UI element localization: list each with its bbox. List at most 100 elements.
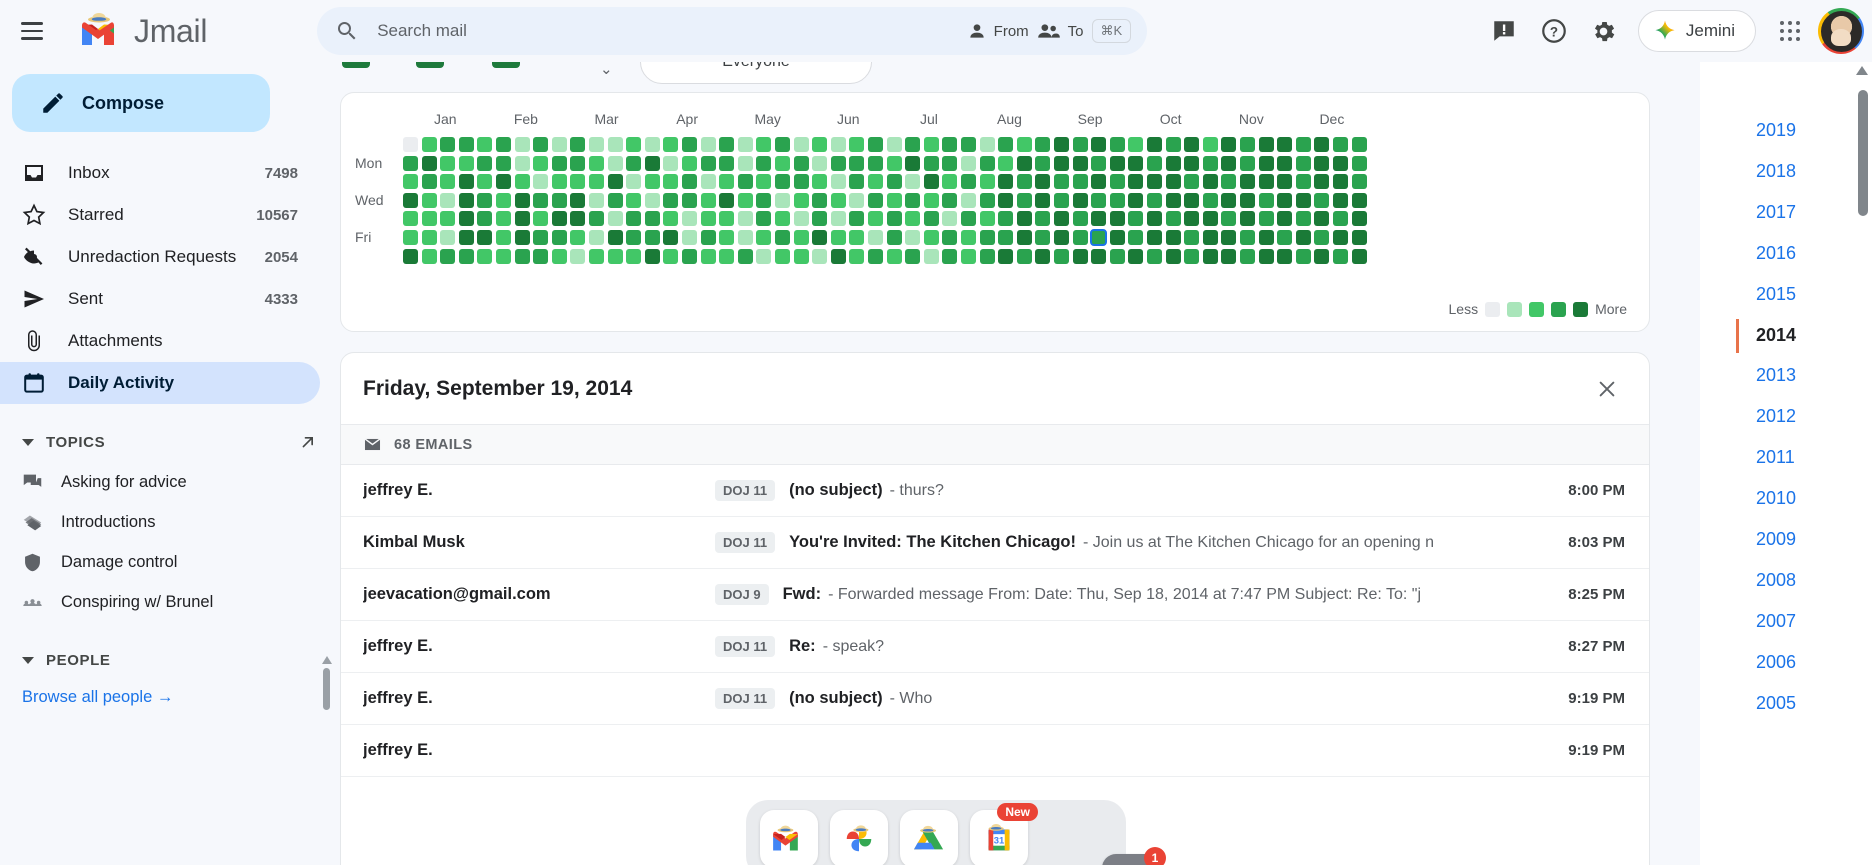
heatmap-cell[interactable] [1277,192,1293,208]
heatmap-cell[interactable] [663,248,679,264]
sidebar-item-unredaction-requests[interactable]: Unredaction Requests 2054 [0,236,320,278]
heatmap-cell[interactable] [663,155,679,171]
heatmap-cell[interactable] [775,137,790,152]
year-item-2014[interactable]: 2014 [1756,324,1797,345]
heatmap-cell[interactable] [1054,137,1069,152]
heatmap-cell[interactable] [700,137,716,152]
heatmap-cell[interactable] [923,248,939,264]
heatmap-cell[interactable] [1314,155,1330,171]
heatmap-cell[interactable] [663,211,679,227]
heatmap-cell[interactable] [756,230,772,245]
heatmap-cell[interactable] [440,211,456,227]
heatmap-cell[interactable] [737,137,753,152]
heatmap-cell[interactable] [998,248,1014,264]
heatmap-cell[interactable] [1295,192,1311,208]
heatmap-cell[interactable] [979,155,995,171]
heatmap-cell[interactable] [626,137,642,152]
heatmap-cell[interactable] [812,211,828,227]
heatmap-cell[interactable] [607,155,623,171]
heatmap-cell[interactable] [737,230,753,245]
heatmap-cell[interactable] [421,248,437,264]
heatmap-cell[interactable] [1165,155,1181,171]
heatmap-cell[interactable] [1277,155,1293,171]
heatmap-cell[interactable] [849,137,865,152]
heatmap-cell[interactable] [1351,211,1367,227]
heatmap-cell[interactable] [626,174,642,190]
year-item-2018[interactable]: 2018 [1756,160,1797,181]
heatmap-cell[interactable] [756,155,772,171]
heatmap-cell[interactable] [830,155,846,171]
heatmap-cell[interactable] [570,211,586,227]
heatmap-cell[interactable] [1147,192,1162,208]
heatmap-cell[interactable] [1184,192,1200,208]
heatmap-cell[interactable] [849,211,865,227]
heatmap-cell[interactable] [1202,192,1218,208]
heatmap-cell[interactable] [458,137,474,152]
heatmap-cell[interactable] [1109,137,1125,152]
heatmap-cell[interactable] [942,211,958,227]
heatmap-cell[interactable] [1184,211,1200,227]
heatmap-cell[interactable] [700,174,716,190]
heatmap-cell[interactable] [830,211,846,227]
year-item-2008[interactable]: 2008 [1756,569,1797,590]
heatmap-cell[interactable] [979,211,995,227]
heatmap-cell[interactable] [589,192,604,208]
sidebar-topic-asking-for-advice[interactable]: Asking for advice [0,462,320,502]
heatmap-cell[interactable] [533,248,549,264]
heatmap-cell[interactable] [812,230,828,245]
close-icon[interactable] [1589,371,1625,407]
heatmap-cell[interactable] [1128,192,1144,208]
heatmap-cell[interactable] [812,192,828,208]
topics-section-header[interactable]: TOPICS [0,422,340,462]
heatmap-cell[interactable] [737,174,753,190]
heatmap-cell[interactable] [570,192,586,208]
heatmap-cell[interactable] [1333,211,1348,227]
year-item-2010[interactable]: 2010 [1756,488,1797,509]
heatmap-cell[interactable] [719,248,735,264]
email-row[interactable]: jeffrey E. DOJ 11 Re: - speak? 8:27 PM [341,621,1649,673]
sidebar-scrollbar[interactable] [322,656,332,726]
heatmap-cell[interactable] [793,155,809,171]
heatmap-cell[interactable] [682,137,697,152]
heatmap-cell[interactable] [942,248,958,264]
heatmap-cell[interactable] [1351,230,1367,245]
heatmap-cell[interactable] [1295,248,1311,264]
heatmap-cell[interactable] [1054,230,1069,245]
heatmap-cell[interactable] [775,192,790,208]
heatmap-cell[interactable] [719,155,735,171]
heatmap-cell[interactable] [607,248,623,264]
heatmap-cell[interactable] [886,248,902,264]
heatmap-cell[interactable] [1184,137,1200,152]
heatmap-cell[interactable] [700,230,716,245]
year-item-2016[interactable]: 2016 [1756,242,1797,263]
photos-app-icon[interactable] [830,810,888,865]
heatmap-cell[interactable] [1184,174,1200,190]
heatmap-cell[interactable] [1333,155,1348,171]
heatmap-cell[interactable] [868,248,883,264]
calendar-app-icon[interactable]: New 31 [970,803,1038,865]
heatmap-cell[interactable] [626,192,642,208]
heatmap-cell[interactable] [403,137,418,152]
heatmap-cell[interactable] [644,155,660,171]
heatmap-cell[interactable] [961,137,976,152]
heatmap-cell[interactable] [1054,155,1069,171]
heatmap-cell[interactable] [1333,230,1348,245]
heatmap-cell[interactable] [868,192,883,208]
heatmap-cell[interactable] [849,174,865,190]
heatmap-cell[interactable] [533,211,549,227]
heatmap-cell[interactable] [905,174,921,190]
year-item-2005[interactable]: 2005 [1756,692,1797,713]
open-external-icon[interactable] [298,432,318,452]
heatmap-cell[interactable] [1072,155,1088,171]
heatmap-cell[interactable] [440,174,456,190]
heatmap-cell[interactable] [1314,230,1330,245]
heatmap-cell[interactable] [1240,174,1255,190]
heatmap-cell[interactable] [1091,192,1107,208]
heatmap-cell[interactable] [737,155,753,171]
heatmap-cell[interactable] [607,211,623,227]
heatmap-cell[interactable] [1277,174,1293,190]
heatmap-cell[interactable] [1147,211,1162,227]
heatmap-cell[interactable] [1109,230,1125,245]
heatmap-cell[interactable] [458,248,474,264]
heatmap-cell[interactable] [700,192,716,208]
